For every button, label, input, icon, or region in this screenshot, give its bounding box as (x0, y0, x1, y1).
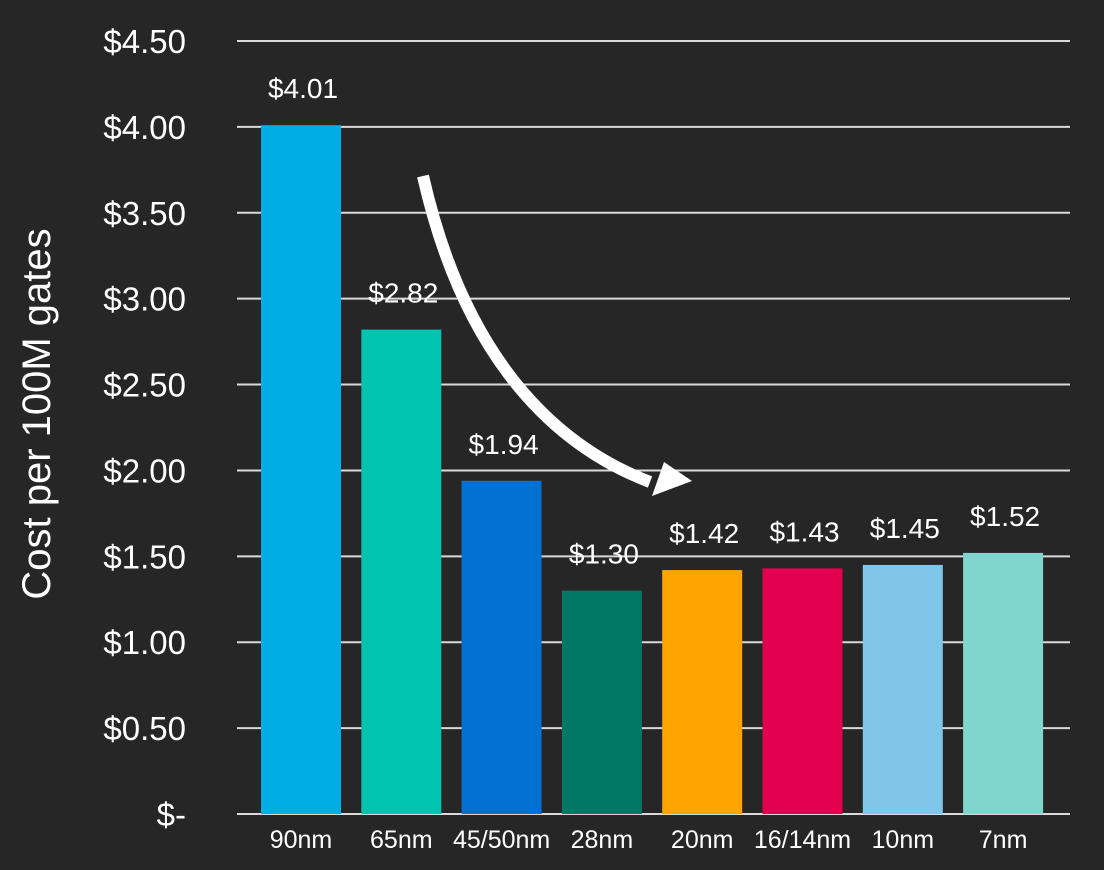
x-tick-label: 90nm (270, 826, 333, 854)
x-tick-label: 28nm (571, 826, 634, 854)
y-tick-label: $1.00 (103, 624, 186, 661)
bar (862, 564, 943, 814)
y-tick-label: $- (157, 796, 186, 833)
y-tick-label: $3.00 (103, 281, 186, 318)
x-tick-label: 7nm (979, 826, 1028, 854)
trend-arrow (417, 174, 692, 496)
y-axis-label: Cost per 100M gates (15, 228, 59, 599)
data-label: $1.94 (469, 429, 539, 460)
bar (361, 329, 442, 814)
y-tick-label: $0.50 (103, 710, 186, 747)
y-tick-label: $4.50 (103, 23, 186, 60)
y-tick-label: $1.50 (103, 538, 186, 575)
x-tick-label: 16/14nm (754, 826, 851, 854)
data-label: $2.82 (368, 278, 438, 309)
bar (261, 125, 341, 814)
x-tick-label: 45/50nm (453, 826, 550, 854)
x-tick-label: 65nm (370, 826, 433, 854)
bar (561, 590, 642, 814)
bar (662, 570, 743, 814)
data-label: $1.43 (769, 516, 839, 547)
bar (963, 552, 1044, 814)
x-tick-label: 20nm (671, 826, 734, 854)
y-tick-label: $2.50 (103, 367, 186, 404)
y-tick-label: $2.00 (103, 452, 186, 489)
y-tick-label: $4.00 (103, 109, 186, 146)
data-label: $4.01 (268, 73, 338, 104)
bar (762, 568, 843, 814)
bar (461, 480, 542, 814)
data-label: $1.30 (569, 539, 639, 570)
data-label: $1.52 (970, 501, 1040, 532)
x-tick-label: 10nm (872, 826, 935, 854)
data-label: $1.45 (870, 513, 940, 544)
y-tick-label: $3.50 (103, 195, 186, 232)
data-label: $1.42 (669, 518, 739, 549)
